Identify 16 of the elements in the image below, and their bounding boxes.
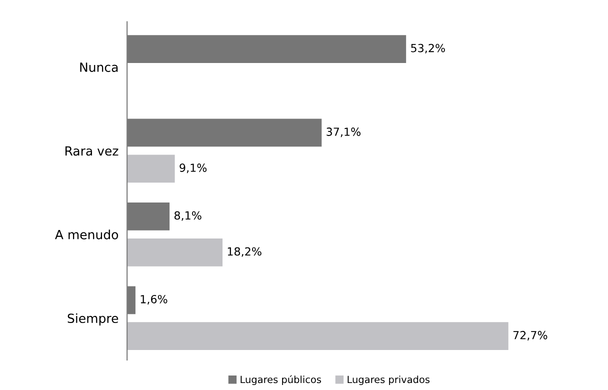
data-label: 18,2% bbox=[228, 247, 262, 257]
bar bbox=[127, 154, 175, 183]
data-label: 53,2% bbox=[411, 44, 445, 54]
data-label: 37,1% bbox=[326, 128, 360, 138]
data-label: 1,6% bbox=[140, 294, 168, 304]
y-tick-label: Siempre bbox=[68, 313, 118, 326]
bar bbox=[127, 322, 508, 350]
legend-label: Lugares públicos bbox=[240, 375, 322, 386]
y-tick-label: Nunca bbox=[80, 62, 118, 72]
data-label: 8,1% bbox=[174, 211, 202, 221]
data-label: 9,1% bbox=[180, 164, 207, 174]
y-tick-label: A menudo bbox=[55, 230, 118, 240]
data-label: 72,7% bbox=[513, 330, 548, 340]
legend-label: Lugares privados bbox=[348, 376, 430, 386]
y-tick-label: Rara vez bbox=[65, 146, 118, 156]
bar bbox=[127, 238, 223, 266]
